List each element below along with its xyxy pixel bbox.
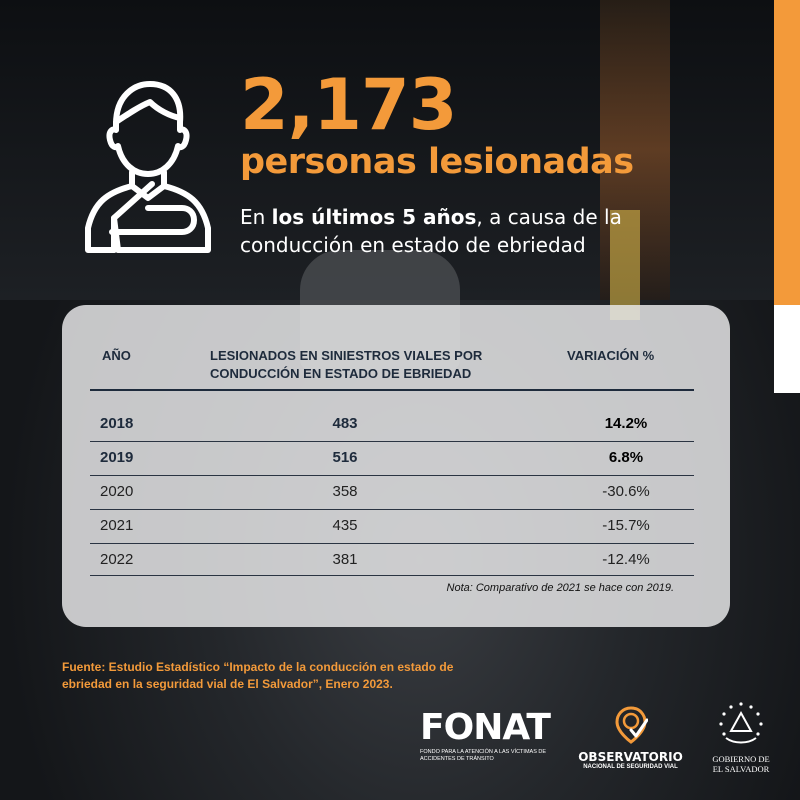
cell-variation: -30.6% bbox=[602, 483, 650, 500]
cell-count: 516 bbox=[332, 449, 358, 466]
injured-person-icon bbox=[85, 81, 211, 253]
cell-year: 2022 bbox=[100, 551, 134, 568]
accent-bar-white bbox=[774, 305, 800, 393]
observatorio-subtitle: NACIONAL DE SEGURIDAD VIAL bbox=[583, 764, 678, 770]
row-divider bbox=[90, 441, 694, 442]
cell-variation: -15.7% bbox=[602, 517, 650, 534]
col-header-variation: VARIACIÓN % bbox=[567, 348, 655, 363]
table-row: 2018 483 14.2% bbox=[90, 407, 694, 439]
table-row: 2021 435 -15.7% bbox=[90, 509, 694, 541]
gobierno-line2: EL SALVADOR bbox=[712, 764, 770, 774]
gobierno-line1: GOBIERNO DE bbox=[712, 754, 770, 764]
header-divider bbox=[90, 389, 694, 391]
desc-suffix: , a causa de la conducción en estado de … bbox=[240, 205, 622, 257]
gobierno-text: GOBIERNO DE EL SALVADOR bbox=[703, 754, 779, 774]
background-yellow-sign bbox=[610, 210, 640, 320]
accent-bar-orange bbox=[774, 0, 800, 305]
table-row: 2020 358 -30.6% bbox=[90, 475, 694, 507]
data-table-card: AÑO LESIONADOS EN SINIESTROS VIALES POR … bbox=[62, 305, 730, 627]
observatorio-title: OBSERVATORIO bbox=[578, 750, 683, 764]
cell-count: 381 bbox=[332, 551, 358, 568]
observatorio-logo: OBSERVATORIO NACIONAL DE SEGURIDAD VIAL bbox=[568, 706, 693, 770]
fonat-tagline: FONDO PARA LA ATENCIÓN A LAS VÍCTIMAS DE… bbox=[420, 749, 547, 762]
cell-variation: -12.4% bbox=[602, 551, 650, 568]
col-header-year: AÑO bbox=[102, 348, 131, 363]
coat-of-arms-icon bbox=[719, 702, 763, 744]
cell-year: 2018 bbox=[100, 415, 134, 432]
cell-count: 483 bbox=[332, 415, 358, 432]
row-divider bbox=[90, 575, 694, 576]
table-row: 2022 381 -12.4% bbox=[90, 543, 694, 575]
cell-year: 2019 bbox=[100, 449, 134, 466]
cell-variation: 6.8% bbox=[608, 449, 644, 466]
fonat-logo: FONAT FONDO PARA LA ATENCIÓN A LAS VÍCTI… bbox=[420, 710, 560, 763]
headline-number: 2,173 bbox=[240, 64, 457, 146]
row-divider bbox=[90, 543, 694, 544]
col-header-count: LESIONADOS EN SINIESTROS VIALES POR COND… bbox=[210, 348, 483, 381]
gobierno-logo: GOBIERNO DE EL SALVADOR bbox=[703, 700, 779, 774]
desc-bold: los últimos 5 años bbox=[271, 205, 477, 229]
cell-count: 435 bbox=[332, 517, 358, 534]
headline-subtitle: personas lesionadas bbox=[240, 142, 634, 182]
table-note: Nota: Comparativo de 2021 se hace con 20… bbox=[446, 582, 674, 594]
fonat-wordmark: FONAT bbox=[420, 707, 551, 748]
cell-year: 2020 bbox=[100, 483, 134, 500]
row-divider bbox=[90, 509, 694, 510]
row-divider bbox=[90, 475, 694, 476]
source-citation: Fuente: Estudio Estadístico “Impacto de … bbox=[62, 660, 454, 691]
cell-variation: 14.2% bbox=[604, 415, 648, 432]
cell-year: 2021 bbox=[100, 517, 134, 534]
location-pin-check-icon bbox=[614, 706, 648, 744]
table-row: 2019 516 6.8% bbox=[90, 441, 694, 473]
headline-description: En los últimos 5 años, a causa de la con… bbox=[240, 203, 680, 259]
cell-count: 358 bbox=[332, 483, 358, 500]
desc-prefix: En bbox=[240, 205, 272, 229]
